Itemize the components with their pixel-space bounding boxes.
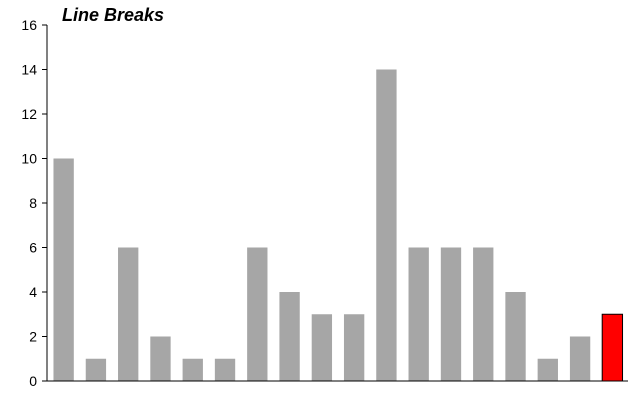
bar — [505, 292, 526, 381]
bar — [473, 247, 494, 381]
bar — [214, 358, 236, 381]
y-tick-label: 8 — [29, 195, 37, 211]
y-tick-label: 0 — [29, 373, 37, 389]
bar — [182, 358, 203, 381]
bar — [150, 336, 171, 381]
bar-highlighted — [601, 313, 624, 382]
bar — [408, 247, 429, 381]
bar — [53, 158, 74, 381]
bar — [247, 247, 268, 381]
bar — [440, 247, 462, 381]
chart-title: Line Breaks — [62, 5, 164, 25]
bars-group — [53, 69, 624, 382]
bar — [118, 247, 139, 381]
y-tick-label: 2 — [29, 329, 37, 345]
bar — [85, 358, 107, 381]
y-tick-label: 12 — [21, 106, 37, 122]
bar — [279, 292, 300, 381]
y-tick-label: 4 — [29, 284, 37, 300]
bar — [537, 358, 558, 381]
bar — [569, 336, 591, 381]
y-tick-label: 6 — [29, 240, 37, 256]
y-tick-label: 16 — [21, 17, 37, 33]
bar — [343, 314, 365, 381]
y-axis-ticks: 0 2 4 6 8 10 12 14 16 — [21, 17, 47, 389]
y-tick-label: 10 — [21, 151, 37, 167]
bar — [311, 314, 333, 381]
y-tick-label: 14 — [21, 62, 37, 78]
bar — [376, 69, 397, 381]
